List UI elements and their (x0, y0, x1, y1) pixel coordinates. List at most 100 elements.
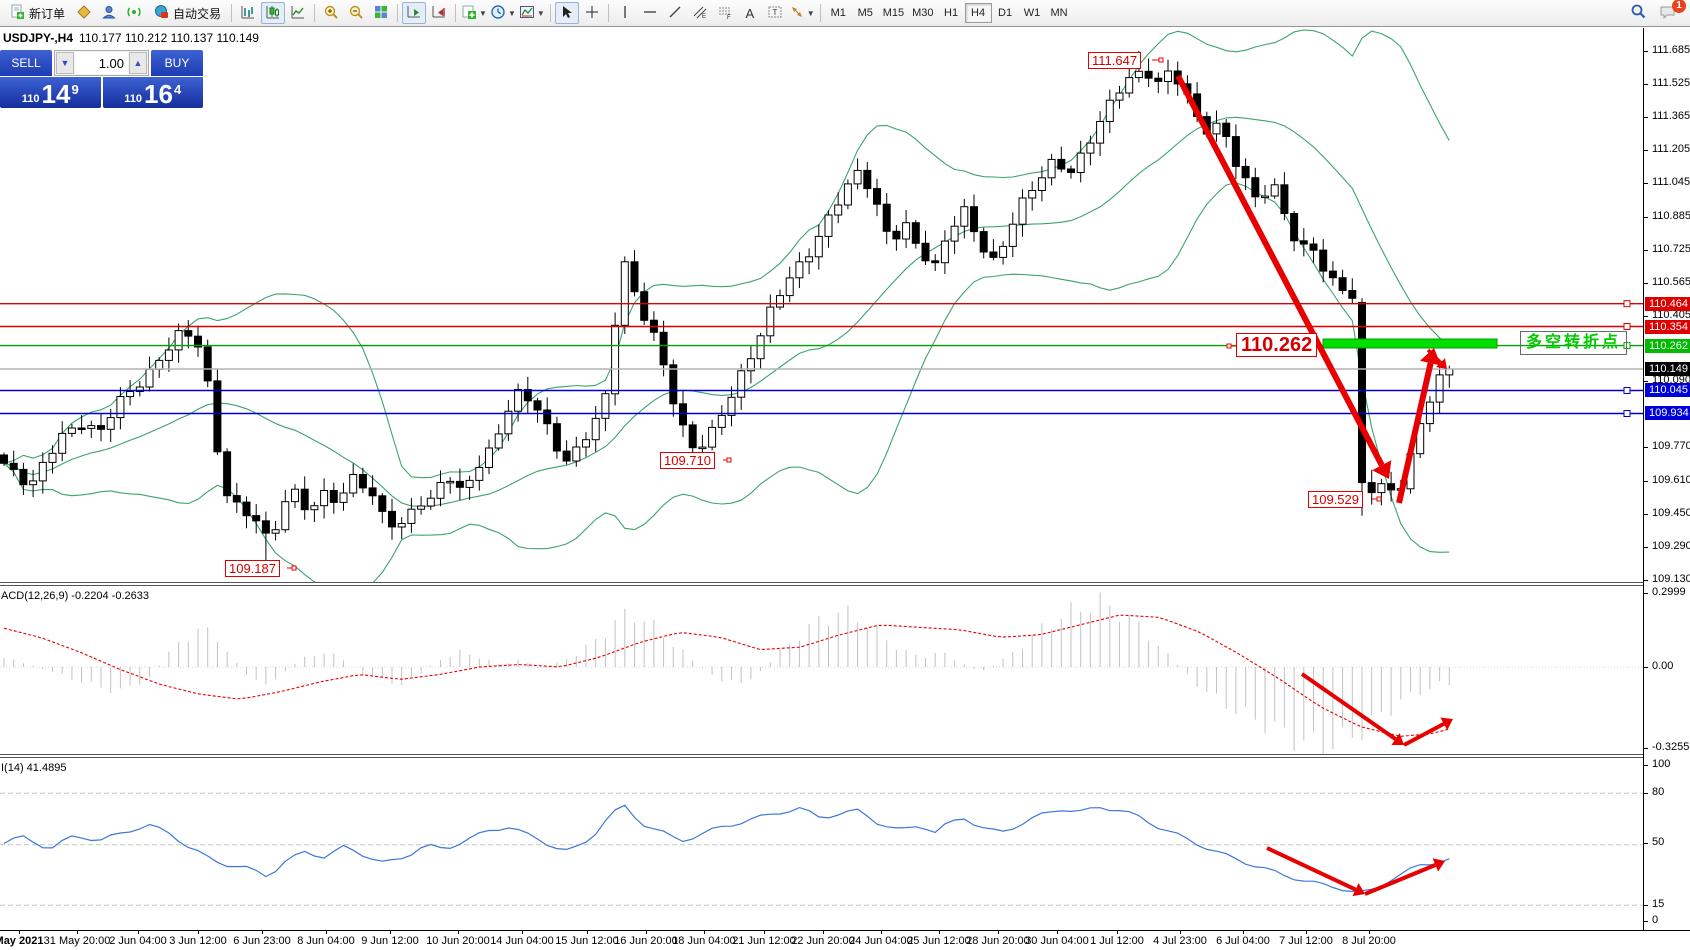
chevron-down-icon: ▼ (536, 8, 545, 18)
cursor-button[interactable] (554, 2, 579, 24)
axis-tick (1643, 316, 1648, 317)
volume-increase-button[interactable]: ▲ (129, 52, 147, 74)
sell-button[interactable]: SELL (0, 50, 52, 76)
zoom-out-button[interactable] (344, 2, 368, 24)
new-order-icon (10, 4, 25, 22)
panel-splitter[interactable] (0, 582, 1644, 586)
panel-splitter[interactable] (0, 754, 1644, 758)
buy-price-big: 16 (144, 79, 173, 109)
toolbar: 新订单 自动交易 (0, 0, 1690, 27)
horizontal-line-button[interactable] (638, 2, 662, 24)
chat-badge: 1 (1672, 0, 1686, 13)
price-annotation-109.529[interactable]: 109.529 (1308, 491, 1363, 508)
axis-tick (1643, 748, 1648, 749)
volume-decrease-button[interactable]: ▼ (56, 52, 74, 74)
indicator-tick-label: 50 (1652, 836, 1665, 848)
axis-tick (1643, 921, 1648, 922)
time-tick (1057, 931, 1058, 934)
periods-button[interactable]: ▼ (489, 2, 517, 24)
timeframe-d1[interactable]: D1 (998, 7, 1013, 19)
vertical-line-button[interactable] (613, 2, 637, 24)
timeframe-h4[interactable]: H4 (964, 3, 992, 23)
trend-arrows[interactable] (1175, 74, 1447, 504)
timeframe-w1[interactable]: W1 (1023, 7, 1041, 19)
zoom-in-button[interactable] (319, 2, 343, 24)
price-tick-label: 110.565 (1652, 276, 1690, 288)
chart-shift-icon (431, 4, 447, 23)
chart-shift-button[interactable] (427, 2, 451, 24)
timeframe-m1[interactable]: M1 (830, 7, 846, 19)
price-tag-110.354: 110.354 (1645, 320, 1690, 334)
buy-price-button[interactable]: 110 16 4 (102, 77, 203, 109)
auto-scroll-button[interactable] (402, 2, 427, 24)
arrows-tool-button[interactable]: ▼ (788, 2, 816, 24)
text-label-button[interactable]: T (763, 2, 787, 24)
candles (0, 51, 1454, 569)
time-label: 10 Jun 20:00 (426, 935, 490, 947)
level-lines[interactable] (0, 300, 1643, 417)
sell-price-button[interactable]: 110 14 9 (0, 77, 101, 108)
time-tick (587, 931, 588, 934)
price-tag-110.262: 110.262 (1645, 339, 1690, 353)
indicators-button[interactable]: ▼ (460, 2, 488, 24)
time-label: 15 Jun 12:00 (555, 935, 619, 947)
axis-tick (1643, 793, 1648, 794)
turning-point-bar[interactable] (1322, 338, 1498, 349)
crosshair-button[interactable] (580, 2, 604, 24)
charts-button[interactable] (72, 2, 96, 24)
price-annotation-109.187[interactable]: 109.187 (225, 560, 280, 577)
axis-tick (1643, 283, 1648, 284)
alerts-button[interactable] (122, 2, 146, 24)
timeframe-h1[interactable]: H1 (944, 7, 959, 19)
profiles-button[interactable] (97, 2, 121, 24)
sell-price-prefix: 110 (21, 93, 40, 105)
main-chart-canvas[interactable] (0, 28, 1644, 583)
text-button[interactable]: A (738, 2, 762, 24)
chart-area: 111.685 111.525 111.365 111.205 111.045 110.8… (0, 28, 1690, 950)
tile-windows-button[interactable] (369, 2, 393, 24)
note-turning-point[interactable]: 多空转折点 (1520, 331, 1628, 355)
price-tick-label: 110.405 (1652, 309, 1690, 321)
time-label: 6 Jun 23:00 (233, 935, 291, 947)
new-order-button[interactable]: 新订单 (4, 2, 71, 24)
templates-button[interactable]: ▼ (518, 2, 546, 24)
price-axis[interactable]: 111.685 111.525 111.365 111.205 111.045 110.8… (1643, 28, 1690, 930)
equidistant-channel-button[interactable]: E (688, 2, 712, 24)
timeframe-m15[interactable]: M15 (882, 7, 905, 19)
time-tick (198, 931, 199, 934)
buy-button[interactable]: BUY (151, 50, 203, 76)
axis-tick (1643, 843, 1648, 844)
search-button[interactable] (1626, 2, 1650, 24)
price-annotation-111.647[interactable]: 111.647 (1088, 52, 1142, 69)
bar-chart-icon (240, 4, 256, 23)
timeframe-mn[interactable]: MN (1050, 7, 1068, 19)
time-tick (1369, 931, 1370, 934)
vertical-line-icon (617, 4, 633, 23)
time-label: 22 Jun 20:00 (791, 935, 855, 947)
axis-tick (1643, 667, 1648, 668)
time-tick (1117, 931, 1118, 934)
time-tick (522, 931, 523, 934)
price-tick-label: 110.885 (1652, 210, 1690, 222)
rsi-panel-canvas[interactable] (0, 758, 1644, 930)
timeframe-m30[interactable]: M30 (912, 7, 934, 19)
price-annotation-110.262[interactable]: 110.262 (1236, 333, 1318, 357)
fibonacci-button[interactable]: F (713, 2, 737, 24)
axis-tick (1643, 183, 1648, 184)
axis-tick (1643, 765, 1648, 766)
bar-chart-button[interactable] (236, 2, 260, 24)
chat-button[interactable]: 1 (1656, 0, 1686, 24)
price-annotation-109.710[interactable]: 109.710 (660, 452, 715, 469)
time-label: 8 Jun 04:00 (297, 935, 355, 947)
volume-input[interactable] (75, 52, 128, 74)
macd-panel-canvas[interactable] (0, 586, 1644, 755)
auto-trading-button[interactable]: 自动交易 (147, 2, 227, 24)
timeframe-m5[interactable]: M5 (857, 7, 873, 19)
line-chart-button[interactable] (286, 2, 310, 24)
arrows-tool-icon (789, 4, 805, 23)
time-label: 31 May 20:00 (43, 935, 111, 947)
candlestick-chart-button[interactable] (261, 2, 286, 24)
timeframe-bar: M1 M5 M15 M30 H1 H4 D1 W1 MN (825, 3, 1073, 23)
trendline-button[interactable] (663, 2, 687, 24)
